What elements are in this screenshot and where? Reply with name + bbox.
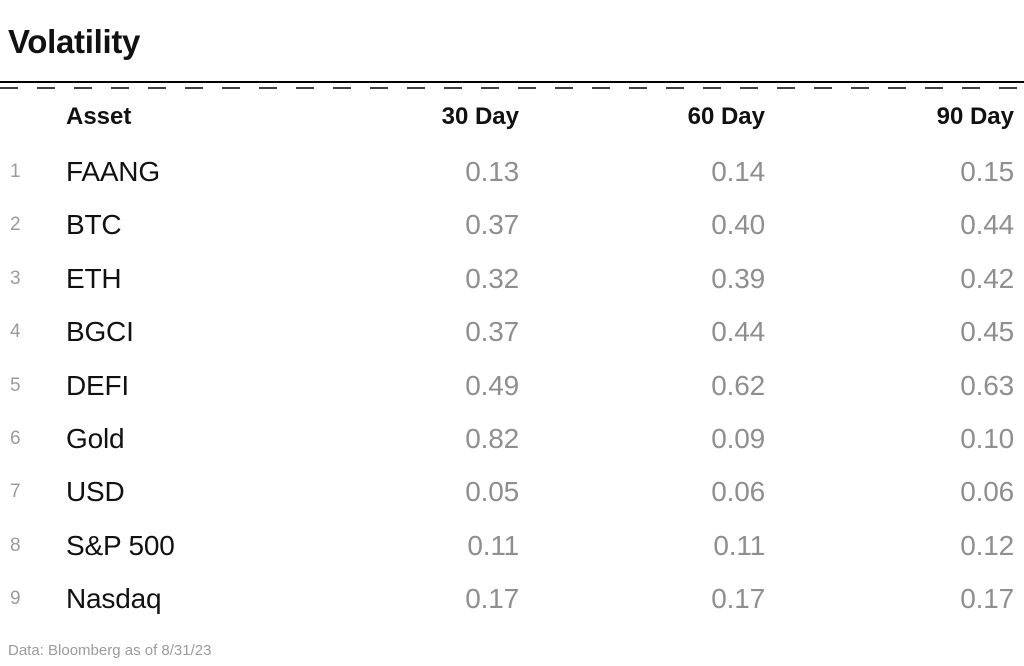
row-number: 6 <box>10 427 21 449</box>
value-60day: 0.40 <box>711 209 765 241</box>
value-30day: 0.82 <box>465 422 519 454</box>
value-30day: 0.37 <box>465 209 519 241</box>
value-90day: 0.63 <box>960 369 1014 401</box>
value-30day: 0.49 <box>465 369 519 401</box>
value-60day: 0.62 <box>711 369 765 401</box>
value-30day: 0.11 <box>467 529 519 561</box>
value-90day: 0.17 <box>960 583 1014 615</box>
value-30day: 0.37 <box>465 316 519 348</box>
value-90day: 0.06 <box>960 476 1014 508</box>
row-number: 1 <box>10 160 21 182</box>
row-number: 2 <box>10 214 21 236</box>
column-header-30day: 30 Day <box>441 103 519 131</box>
value-90day: 0.15 <box>960 155 1014 187</box>
table-row: 9 Nasdaq 0.17 0.17 0.17 <box>0 572 1024 625</box>
table-row: 3 ETH 0.32 0.39 0.42 <box>0 252 1024 305</box>
value-30day: 0.17 <box>465 583 519 615</box>
value-60day: 0.17 <box>711 583 765 615</box>
value-60day: 0.44 <box>711 316 765 348</box>
value-30day: 0.32 <box>465 262 519 294</box>
value-60day: 0.11 <box>713 529 765 561</box>
value-90day: 0.44 <box>960 209 1014 241</box>
title-divider-solid <box>0 81 1024 84</box>
asset-name: Nasdaq <box>66 583 162 615</box>
page-title: Volatility <box>8 23 141 60</box>
table-row: 2 BTC 0.37 0.40 0.44 <box>0 199 1024 252</box>
data-source-caption: Data: Bloomberg as of 8/31/23 <box>8 642 212 659</box>
asset-name: DEFI <box>66 369 129 401</box>
value-60day: 0.09 <box>711 422 765 454</box>
value-60day: 0.39 <box>711 262 765 294</box>
value-30day: 0.05 <box>465 476 519 508</box>
table-row: 7 USD 0.05 0.06 0.06 <box>0 466 1024 519</box>
table-body: 1 FAANG 0.13 0.14 0.15 2 BTC 0.37 0.40 0… <box>0 145 1024 626</box>
asset-name: BTC <box>66 209 122 241</box>
asset-name: FAANG <box>66 155 160 187</box>
asset-name: Gold <box>66 422 125 454</box>
row-number: 8 <box>10 534 21 556</box>
value-60day: 0.14 <box>711 155 765 187</box>
table-row: 8 S&P 500 0.11 0.11 0.12 <box>0 519 1024 572</box>
table-row: 1 FAANG 0.13 0.14 0.15 <box>0 145 1024 198</box>
value-30day: 0.13 <box>465 155 519 187</box>
table-row: 6 Gold 0.82 0.09 0.10 <box>0 412 1024 465</box>
row-number: 9 <box>10 588 21 610</box>
asset-name: BGCI <box>66 316 134 348</box>
value-90day: 0.45 <box>960 316 1014 348</box>
row-number: 3 <box>10 267 21 289</box>
column-header-90day: 90 Day <box>936 103 1014 131</box>
value-90day: 0.42 <box>960 262 1014 294</box>
table-header: Asset 30 Day 60 Day 90 Day <box>0 89 1024 145</box>
value-60day: 0.06 <box>711 476 765 508</box>
row-number: 7 <box>10 481 21 503</box>
table-row: 5 DEFI 0.49 0.62 0.63 <box>0 359 1024 412</box>
table-row: 4 BGCI 0.37 0.44 0.45 <box>0 305 1024 358</box>
column-header-asset: Asset <box>66 103 132 131</box>
title-divider-dashed <box>0 87 1024 90</box>
row-number: 4 <box>10 321 21 343</box>
column-header-60day: 60 Day <box>687 103 765 131</box>
row-number: 5 <box>10 374 21 396</box>
asset-name: ETH <box>66 262 122 294</box>
asset-name: S&P 500 <box>66 529 175 561</box>
value-90day: 0.10 <box>960 422 1014 454</box>
value-90day: 0.12 <box>960 529 1014 561</box>
asset-name: USD <box>66 476 125 508</box>
